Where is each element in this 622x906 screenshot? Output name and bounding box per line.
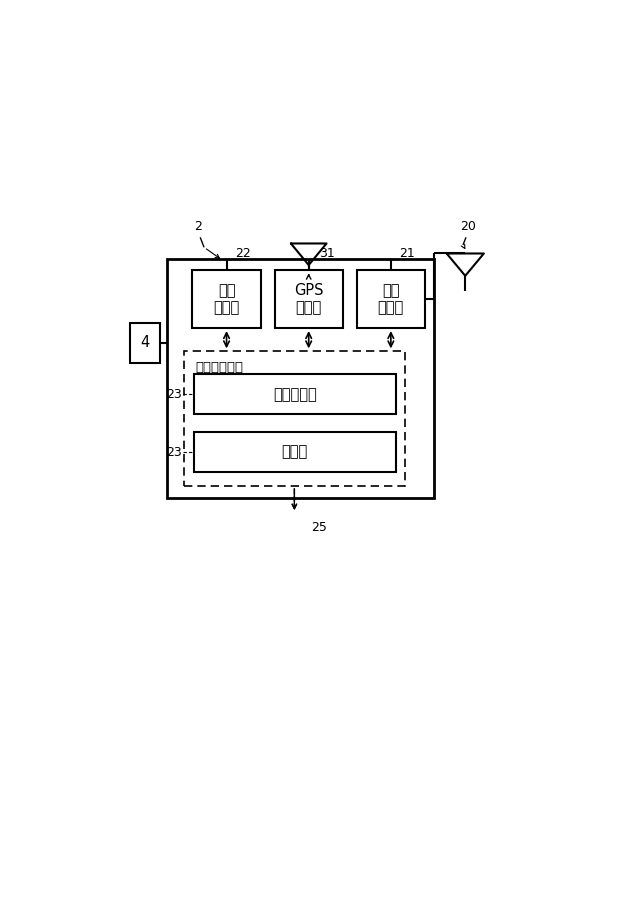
Bar xyxy=(357,270,425,328)
Text: 通信制御部: 通信制御部 xyxy=(273,387,317,402)
Bar xyxy=(192,270,261,328)
Text: 通信処理装置: 通信処理装置 xyxy=(195,361,244,374)
Text: 計時部: 計時部 xyxy=(282,445,308,459)
Text: 4: 4 xyxy=(141,335,150,351)
Bar xyxy=(131,323,160,362)
Text: 有線
通信部: 有線 通信部 xyxy=(213,283,239,315)
Bar xyxy=(167,259,434,497)
Text: 22: 22 xyxy=(235,246,251,260)
Bar xyxy=(194,432,396,472)
Text: GPS
受信部: GPS 受信部 xyxy=(294,283,323,315)
Text: 2: 2 xyxy=(194,220,202,234)
Text: 25: 25 xyxy=(311,521,327,534)
Bar xyxy=(184,352,405,486)
Bar xyxy=(274,270,343,328)
Text: 31: 31 xyxy=(320,246,335,260)
Text: 21: 21 xyxy=(399,246,415,260)
Text: 無線
通信部: 無線 通信部 xyxy=(378,283,404,315)
Text: 20: 20 xyxy=(460,220,475,234)
Text: 23: 23 xyxy=(166,388,182,400)
Bar xyxy=(194,374,396,414)
Text: 23: 23 xyxy=(166,446,182,458)
